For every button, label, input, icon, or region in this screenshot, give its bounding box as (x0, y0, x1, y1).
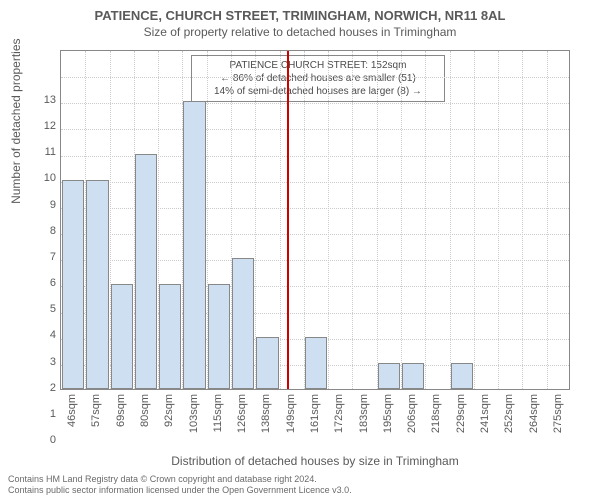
x-tick: 241sqm (479, 394, 491, 433)
annotation-line1: PATIENCE CHURCH STREET: 152sqm (198, 59, 438, 72)
x-tick: 80sqm (139, 394, 151, 427)
y-tick: 7 (50, 251, 56, 263)
bar (111, 284, 133, 389)
x-axis-label: Distribution of detached houses by size … (60, 454, 570, 468)
x-tick: 264sqm (528, 394, 540, 433)
reference-line (287, 51, 289, 389)
bar (451, 363, 473, 389)
x-tick: 57sqm (90, 394, 102, 427)
gridline-v (474, 51, 475, 389)
bar (135, 154, 157, 389)
y-tick: 4 (50, 329, 56, 341)
bar (232, 258, 254, 389)
annotation-box: PATIENCE CHURCH STREET: 152sqm ← 86% of … (191, 55, 445, 102)
bar (62, 180, 84, 389)
chart-subtitle: Size of property relative to detached ho… (0, 23, 600, 39)
gridline-v (377, 51, 378, 389)
footer-line2: Contains public sector information licen… (8, 485, 352, 496)
bar (256, 337, 278, 389)
annotation-line2: ← 86% of detached houses are smaller (51… (198, 72, 438, 85)
x-tick: 218sqm (430, 394, 442, 433)
footer-line1: Contains HM Land Registry data © Crown c… (8, 474, 352, 485)
bar (86, 180, 108, 389)
gridline-v (425, 51, 426, 389)
y-tick: 0 (50, 434, 56, 446)
y-tick: 2 (50, 382, 56, 394)
y-tick: 3 (50, 356, 56, 368)
chart-area: Number of detached properties PATIENCE C… (60, 50, 570, 410)
bar (208, 284, 230, 389)
gridline-v (401, 51, 402, 389)
x-tick: 252sqm (503, 394, 515, 433)
bar (378, 363, 400, 389)
y-tick: 6 (50, 277, 56, 289)
gridline-v (547, 51, 548, 389)
bar (402, 363, 424, 389)
x-tick: 195sqm (382, 394, 394, 433)
x-tick: 183sqm (358, 394, 370, 433)
bar (159, 284, 181, 389)
x-tick: 126sqm (236, 394, 248, 433)
gridline-v (498, 51, 499, 389)
x-tick: 115sqm (212, 394, 224, 432)
x-tick: 92sqm (163, 394, 175, 427)
gridline-h (61, 77, 569, 78)
x-tick: 206sqm (406, 394, 418, 433)
y-tick: 11 (45, 146, 56, 158)
x-tick: 103sqm (188, 394, 200, 433)
gridline-v (522, 51, 523, 389)
y-tick: 9 (50, 199, 56, 211)
x-tick: 138sqm (260, 394, 272, 433)
gridline-h (61, 103, 569, 104)
y-tick: 8 (50, 225, 56, 237)
y-tick: 10 (44, 172, 56, 184)
bar (183, 101, 205, 389)
plot-area: PATIENCE CHURCH STREET: 152sqm ← 86% of … (60, 50, 570, 390)
annotation-line3: 14% of semi-detached houses are larger (… (198, 85, 438, 98)
gridline-v (352, 51, 353, 389)
chart-title: PATIENCE, CHURCH STREET, TRIMINGHAM, NOR… (0, 0, 600, 23)
x-tick: 161sqm (309, 394, 321, 433)
x-tick: 229sqm (455, 394, 467, 433)
y-tick: 12 (44, 120, 56, 132)
x-tick: 172sqm (333, 394, 345, 433)
y-tick: 5 (50, 303, 56, 315)
x-tick: 275sqm (552, 394, 564, 433)
gridline-v (450, 51, 451, 389)
y-tick: 13 (44, 94, 56, 106)
gridline-h (61, 129, 569, 130)
x-tick: 149sqm (285, 394, 297, 433)
y-tick: 1 (50, 408, 56, 420)
y-axis-label: Number of detached properties (9, 38, 23, 203)
gridline-v (280, 51, 281, 389)
gridline-v (328, 51, 329, 389)
footer: Contains HM Land Registry data © Crown c… (8, 474, 352, 496)
bar (305, 337, 327, 389)
x-tick: 46sqm (66, 394, 78, 427)
x-tick: 69sqm (115, 394, 127, 427)
